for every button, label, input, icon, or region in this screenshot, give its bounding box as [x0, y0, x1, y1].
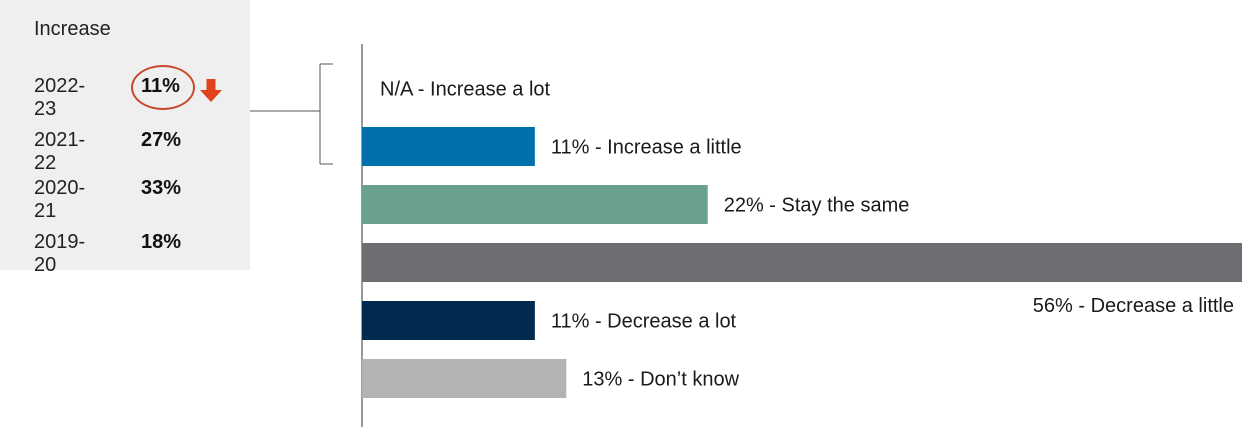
bar-label: 56% - Decrease a little: [1033, 295, 1234, 317]
bar-don-t-know: [362, 359, 567, 398]
year-label: 2021-22: [34, 129, 86, 174]
down-arrow-icon: [200, 79, 222, 102]
year-value: 27%: [141, 129, 182, 151]
panel-connector: [250, 63, 333, 165]
year-value: 18%: [141, 231, 182, 253]
year-summary-panel: Increase 2022-23 11% 2021-22 27% 2020-21…: [0, 0, 250, 276]
bar-label: N/A - Increase a lot: [380, 79, 551, 101]
bar-label: 13% - Don’t know: [582, 369, 739, 391]
bar-label: 22% - Stay the same: [724, 195, 910, 217]
panel-title: Increase: [34, 18, 111, 40]
bar-decrease-a-little: [362, 243, 1242, 282]
year-label: 2019-20: [34, 231, 86, 276]
bar-label: 11% - Increase a little: [551, 137, 742, 159]
bar-decrease-a-lot: [362, 301, 535, 340]
year-label: 2020-21: [34, 177, 86, 222]
highlight-circle: [131, 65, 195, 110]
bar-label: 11% - Decrease a lot: [551, 311, 737, 333]
year-value: 33%: [141, 177, 182, 199]
bar-increase-a-little: [362, 127, 535, 166]
bar-stay-the-same: [362, 185, 708, 224]
year-label: 2022-23: [34, 75, 86, 120]
